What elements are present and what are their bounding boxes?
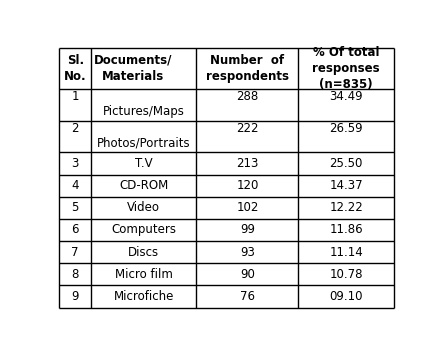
Text: T.V: T.V xyxy=(135,157,152,170)
Text: 76: 76 xyxy=(240,290,255,303)
Text: Micro film: Micro film xyxy=(115,268,173,281)
Text: 26.59: 26.59 xyxy=(329,122,363,135)
Text: Documents/
Materials: Documents/ Materials xyxy=(94,54,172,83)
Text: 34.49: 34.49 xyxy=(329,90,363,103)
Text: 102: 102 xyxy=(236,201,259,214)
Text: Number  of
respondents: Number of respondents xyxy=(206,54,289,83)
Text: 1: 1 xyxy=(72,90,79,103)
Text: Microfiche: Microfiche xyxy=(114,290,174,303)
Text: 222: 222 xyxy=(236,122,259,135)
Text: Discs: Discs xyxy=(128,246,160,259)
Text: Sl.
No.: Sl. No. xyxy=(64,54,87,83)
Text: Computers: Computers xyxy=(111,223,176,237)
Text: Pictures/Maps: Pictures/Maps xyxy=(103,105,185,118)
Text: 4: 4 xyxy=(72,179,79,192)
Text: 5: 5 xyxy=(72,201,79,214)
Text: 120: 120 xyxy=(236,179,259,192)
Text: 99: 99 xyxy=(240,223,255,237)
Text: 288: 288 xyxy=(236,90,259,103)
Text: 213: 213 xyxy=(236,157,259,170)
Text: CD-ROM: CD-ROM xyxy=(119,179,168,192)
Text: 6: 6 xyxy=(72,223,79,237)
Text: 09.10: 09.10 xyxy=(329,290,363,303)
Text: 2: 2 xyxy=(72,122,79,135)
Text: 25.50: 25.50 xyxy=(329,157,363,170)
Text: 11.14: 11.14 xyxy=(329,246,363,259)
Text: 8: 8 xyxy=(72,268,79,281)
Text: 14.37: 14.37 xyxy=(329,179,363,192)
Text: 11.86: 11.86 xyxy=(329,223,363,237)
Text: 12.22: 12.22 xyxy=(329,201,363,214)
Text: 9: 9 xyxy=(72,290,79,303)
Text: 93: 93 xyxy=(240,246,255,259)
Text: % Of total
responses
(n=835): % Of total responses (n=835) xyxy=(312,46,380,90)
Text: 3: 3 xyxy=(72,157,79,170)
Text: Photos/Portraits: Photos/Portraits xyxy=(97,137,191,150)
Text: 90: 90 xyxy=(240,268,255,281)
Text: Video: Video xyxy=(127,201,160,214)
Text: 7: 7 xyxy=(72,246,79,259)
Text: 10.78: 10.78 xyxy=(329,268,363,281)
